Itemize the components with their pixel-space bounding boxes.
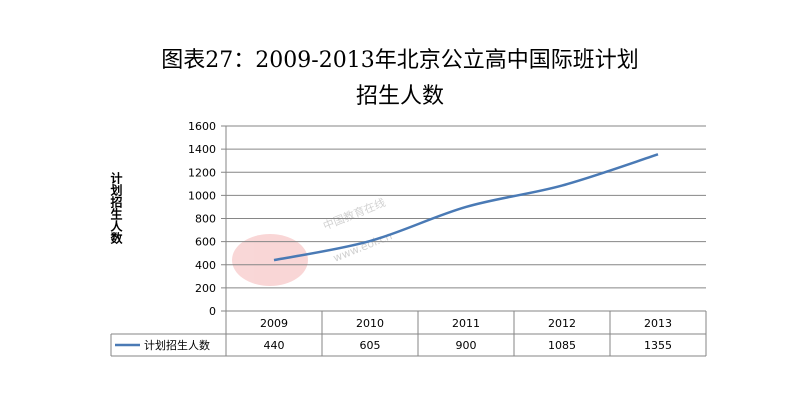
y-tick-labels: 0 200 400 600 800 1000 1200 1400 1600 xyxy=(188,120,216,318)
y-tick-label: 200 xyxy=(195,282,216,295)
grid-lines xyxy=(221,125,706,312)
x-tick-label: 2010 xyxy=(356,317,384,330)
y-tick-label: 0 xyxy=(209,305,216,318)
chart-title: 图表27：2009-2013年北京公立高中国际班计划 xyxy=(161,48,639,73)
y-tick-label: 400 xyxy=(195,259,216,272)
data-table-value: 440 xyxy=(264,339,285,352)
data-table: 2009 2010 2011 2012 2013 计划招生人数 440 605 900 1085 1… xyxy=(110,311,707,357)
x-tick-label: 2012 xyxy=(548,317,576,330)
data-table-value: 605 xyxy=(360,339,381,352)
x-tick-label: 2009 xyxy=(260,317,288,330)
x-tick-label: 2011 xyxy=(452,317,480,330)
series-lines xyxy=(273,153,659,262)
x-tick-label: 2013 xyxy=(644,317,672,330)
chart-subtitle: 招生人数 xyxy=(355,84,444,109)
data-table-value: 900 xyxy=(456,339,477,352)
y-tick-label: 800 xyxy=(195,213,216,226)
y-axis-label: 计划招生人数 xyxy=(109,172,123,244)
data-table-value: 1355 xyxy=(644,339,672,352)
y-tick-label: 1000 xyxy=(188,189,216,202)
y-tick-label: 600 xyxy=(195,236,216,249)
legend-label: 计划招生人数 xyxy=(144,338,210,352)
data-table-value: 1085 xyxy=(548,339,576,352)
series-line xyxy=(273,153,659,262)
y-tick-label: 1600 xyxy=(188,120,216,133)
y-tick-label: 1400 xyxy=(188,143,216,156)
y-tick-label: 1200 xyxy=(188,166,216,179)
